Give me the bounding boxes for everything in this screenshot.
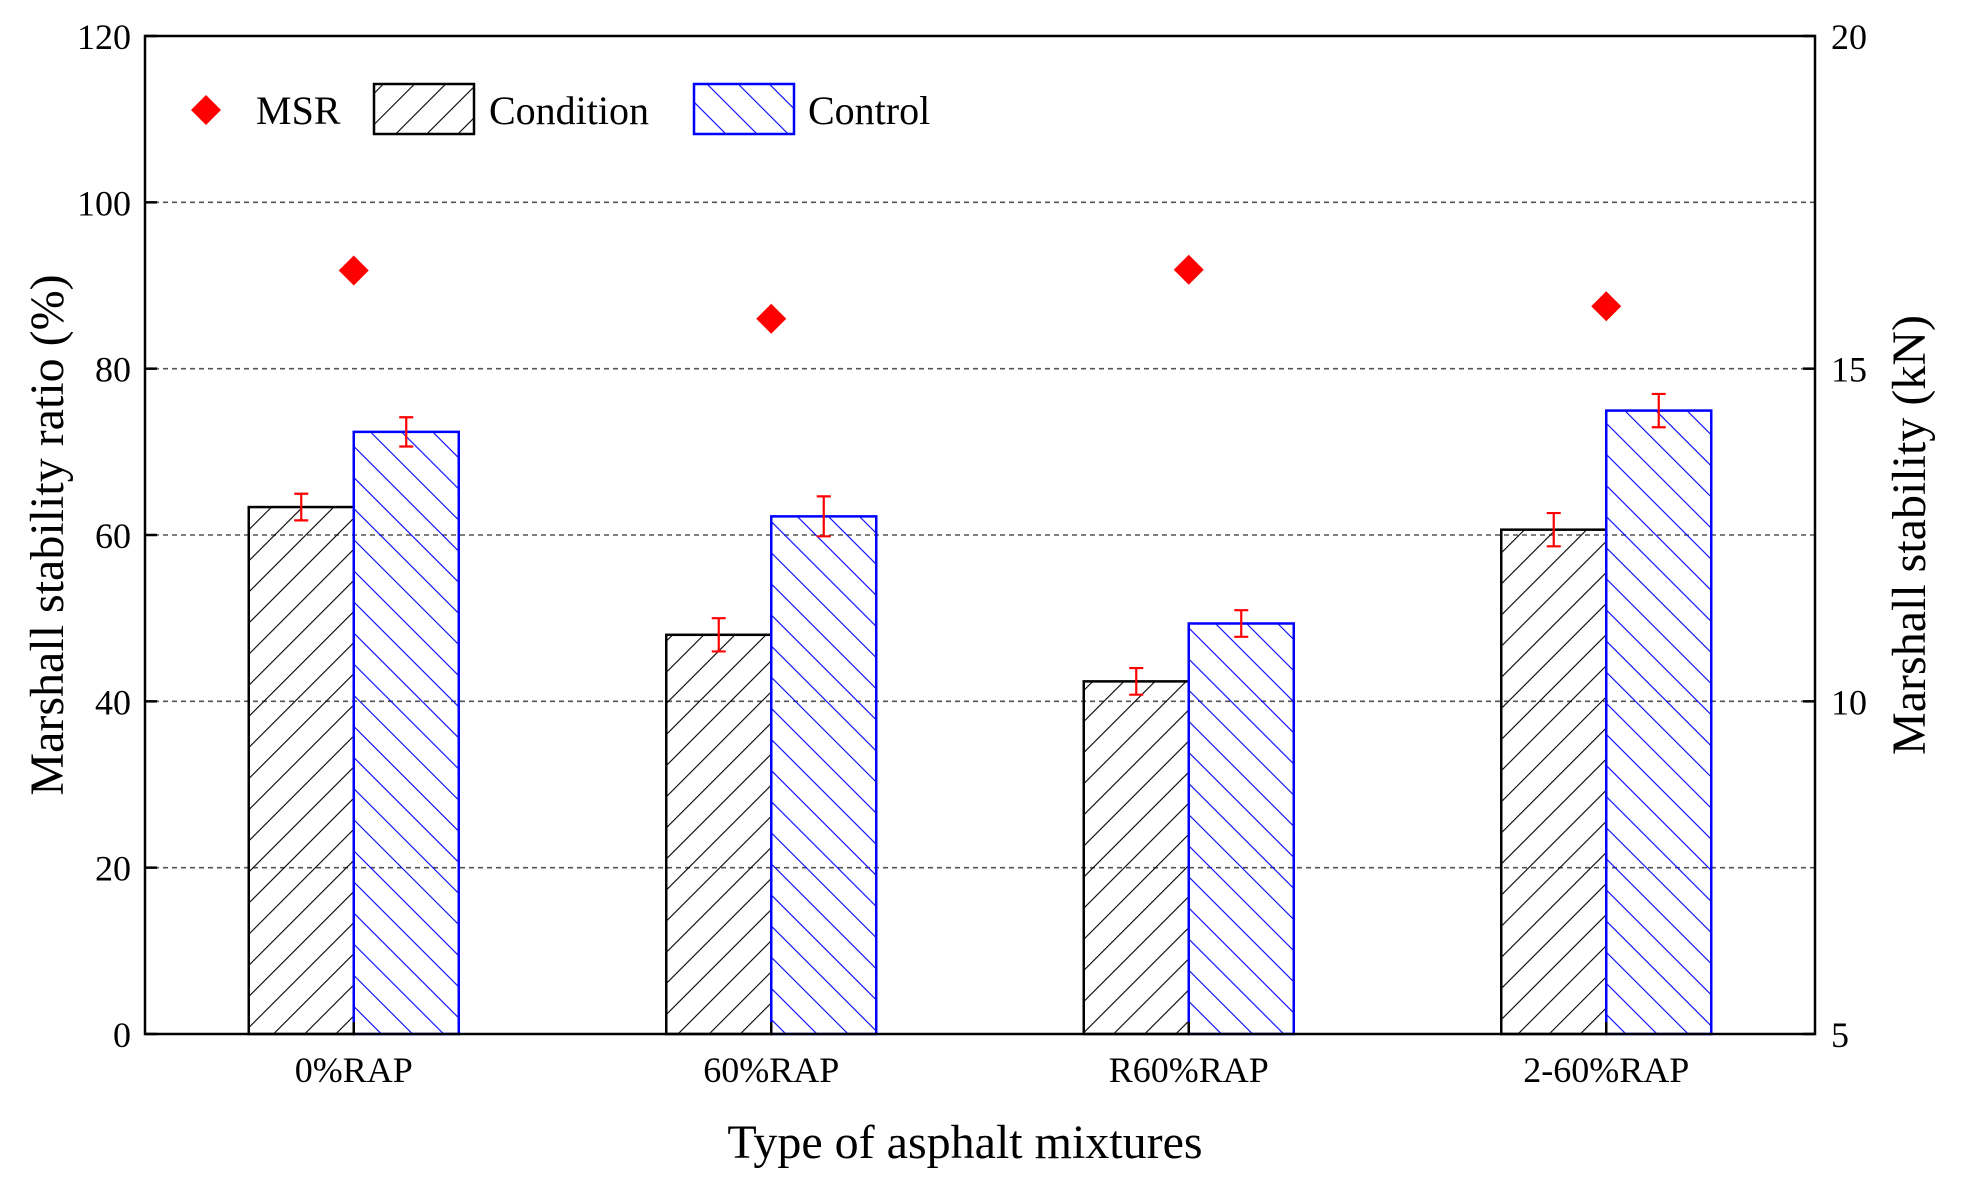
legend-condition-label: Condition (489, 88, 649, 133)
y-right-tick-label: 15 (1831, 350, 1867, 390)
x-axis-title: Type of asphalt mixtures (727, 1116, 1202, 1169)
y-left-tick-label: 20 (95, 849, 131, 889)
bar-control-0pctrap (352, 430, 460, 1036)
axis-ticks: 0 20 40 60 80 100 120 5 10 15 20 0%RAP 60%RAP R60%RAP… (77, 17, 1867, 1090)
legend-control-label: Control (808, 88, 930, 133)
legend-control-swatch (692, 82, 796, 136)
error-bar (1234, 609, 1249, 638)
bar-condition-60pctrap (665, 633, 773, 1036)
legend-condition-swatch (372, 82, 476, 136)
y-left-tick-label: 0 (113, 1015, 131, 1055)
x-tick-label: 2-60%RAP (1523, 1050, 1689, 1090)
x-tick-label: 60%RAP (703, 1050, 839, 1090)
x-tick-label: R60%RAP (1109, 1050, 1269, 1090)
msr-markers (338, 254, 1622, 334)
msr-point (338, 255, 369, 286)
error-bar (294, 492, 309, 522)
error-bar (1651, 392, 1666, 429)
y-left-tick-label: 120 (77, 17, 131, 57)
bar-control-r60pctrap (1187, 622, 1295, 1036)
legend-msr-label: MSR (256, 88, 341, 133)
y-right-tick-label: 5 (1831, 1015, 1849, 1055)
bar-condition-0pctrap (247, 505, 355, 1036)
msr-point (1173, 254, 1204, 285)
error-bar (711, 617, 726, 653)
y-axis-right-title: Marshall stability (kN) (1883, 315, 1936, 755)
y-axis-left-title: Marshall stability ratio (%) (21, 274, 74, 795)
legend: MSR Condition Control (191, 82, 930, 136)
y-right-tick-label: 10 (1831, 682, 1867, 722)
msr-point (1591, 291, 1622, 322)
error-bar (399, 416, 414, 448)
error-bar (1129, 666, 1144, 696)
y-left-tick-label: 60 (95, 516, 131, 556)
y-left-tick-label: 40 (95, 682, 131, 722)
bar-control-2-60pctrap (1605, 409, 1713, 1036)
y-right-tick-label: 20 (1831, 17, 1867, 57)
error-bar (816, 495, 831, 538)
bar-condition-2-60pctrap (1500, 528, 1608, 1036)
y-left-tick-label: 80 (95, 350, 131, 390)
y-left-tick-label: 100 (77, 183, 131, 223)
error-bar (1546, 511, 1561, 548)
bar-condition-r60pctrap (1082, 680, 1190, 1036)
error-bars (294, 392, 1666, 696)
msr-point (756, 303, 787, 334)
x-tick-label: 0%RAP (295, 1050, 413, 1090)
bars (247, 409, 1713, 1036)
bar-control-60pctrap (770, 515, 878, 1036)
legend-msr-marker (191, 95, 221, 125)
